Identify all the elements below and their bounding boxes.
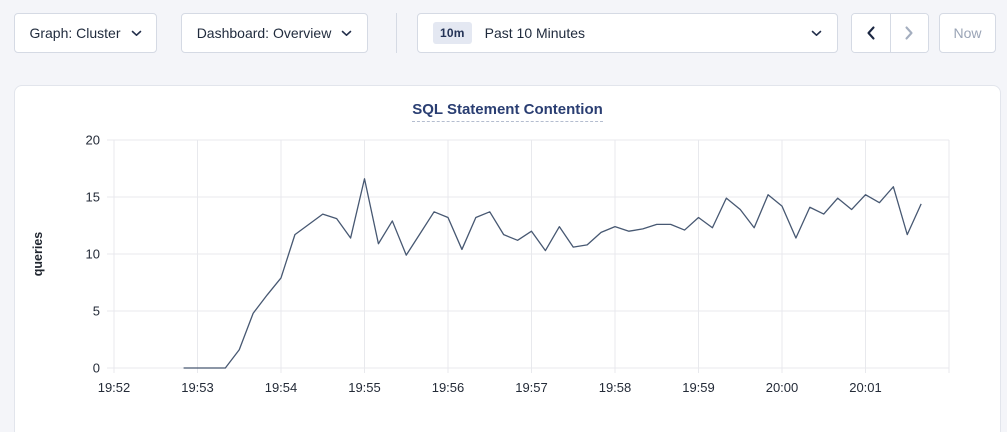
svg-text:19:53: 19:53 xyxy=(181,380,214,395)
svg-text:19:57: 19:57 xyxy=(515,380,548,395)
svg-text:15: 15 xyxy=(86,190,100,205)
toolbar: Graph: Cluster Dashboard: Overview 10m P… xyxy=(14,13,996,53)
graph-dropdown[interactable]: Graph: Cluster xyxy=(14,13,157,53)
chart-title-row: SQL Statement Contention xyxy=(15,101,1000,122)
now-button[interactable]: Now xyxy=(939,13,996,53)
svg-text:19:54: 19:54 xyxy=(265,380,298,395)
svg-text:5: 5 xyxy=(93,304,100,319)
chevron-left-icon xyxy=(867,26,875,40)
dashboard-dropdown-label: Dashboard: Overview xyxy=(196,25,332,41)
svg-text:10: 10 xyxy=(86,247,100,262)
svg-text:20:01: 20:01 xyxy=(849,380,882,395)
time-range-badge: 10m xyxy=(433,22,472,44)
chart-title[interactable]: SQL Statement Contention xyxy=(412,101,603,122)
svg-text:19:58: 19:58 xyxy=(599,380,632,395)
chart-card: SQL Statement Contention 0 5 10 15 20 19:52 19… xyxy=(14,85,1001,432)
chevron-down-icon xyxy=(811,30,822,36)
chevron-down-icon xyxy=(131,30,141,36)
toolbar-divider xyxy=(396,13,397,53)
time-range-label: Past 10 Minutes xyxy=(484,25,586,41)
chevron-right-icon xyxy=(905,26,913,40)
svg-text:19:52: 19:52 xyxy=(98,380,131,395)
svg-text:19:59: 19:59 xyxy=(682,380,715,395)
svg-text:19:55: 19:55 xyxy=(348,380,381,395)
time-shift-button-group xyxy=(851,13,929,53)
svg-text:19:56: 19:56 xyxy=(432,380,465,395)
prev-time-button[interactable] xyxy=(852,14,891,52)
dashboard-dropdown[interactable]: Dashboard: Overview xyxy=(181,13,368,53)
chevron-down-icon xyxy=(342,30,352,36)
line-chart[interactable]: 0 5 10 15 20 19:52 19:53 19:54 19:55 19:56 19:57 19… xyxy=(15,86,1002,416)
svg-text:20: 20 xyxy=(86,133,100,148)
svg-text:20:00: 20:00 xyxy=(766,380,799,395)
svg-text:0: 0 xyxy=(93,361,100,376)
svg-text:queries: queries xyxy=(31,232,45,277)
time-range-dropdown[interactable]: 10m Past 10 Minutes xyxy=(417,13,838,53)
next-time-button[interactable] xyxy=(890,14,928,52)
graph-dropdown-label: Graph: Cluster xyxy=(29,25,121,41)
